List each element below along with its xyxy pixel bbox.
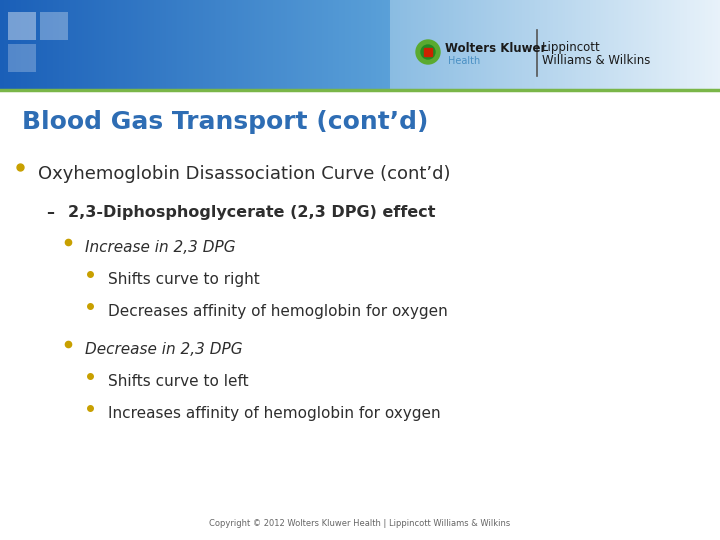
Text: Decreases affinity of hemoglobin for oxygen: Decreases affinity of hemoglobin for oxy… [108, 304, 448, 319]
Text: Blood Gas Transport (cont’d): Blood Gas Transport (cont’d) [22, 110, 428, 134]
Text: Wolters Kluwer: Wolters Kluwer [445, 42, 546, 55]
Bar [40, 12, 68, 40]
Text: Decrease in 2,3 DPG: Decrease in 2,3 DPG [85, 342, 243, 357]
Bar [424, 48, 432, 56]
Text: Oxyhemoglobin Disassociation Curve (cont’d): Oxyhemoglobin Disassociation Curve (cont… [38, 165, 451, 183]
Text: Increases affinity of hemoglobin for oxygen: Increases affinity of hemoglobin for oxy… [108, 406, 441, 421]
Text: Health: Health [448, 56, 480, 66]
Bar [8, 12, 36, 40]
Text: Increase in 2,3 DPG: Increase in 2,3 DPG [85, 240, 235, 255]
Text: Lippincott: Lippincott [542, 42, 600, 55]
Circle shape [421, 45, 435, 59]
Text: –: – [46, 205, 54, 220]
Text: Shifts curve to right: Shifts curve to right [108, 272, 260, 287]
Circle shape [416, 40, 440, 64]
Text: Williams & Wilkins: Williams & Wilkins [542, 55, 650, 68]
Text: Copyright © 2012 Wolters Kluwer Health | Lippincott Williams & Wilkins: Copyright © 2012 Wolters Kluwer Health |… [210, 519, 510, 528]
Bar [8, 44, 36, 72]
Text: Shifts curve to left: Shifts curve to left [108, 374, 248, 389]
Text: 2,3-Diphosphoglycerate (2,3 DPG) effect: 2,3-Diphosphoglycerate (2,3 DPG) effect [68, 205, 436, 220]
